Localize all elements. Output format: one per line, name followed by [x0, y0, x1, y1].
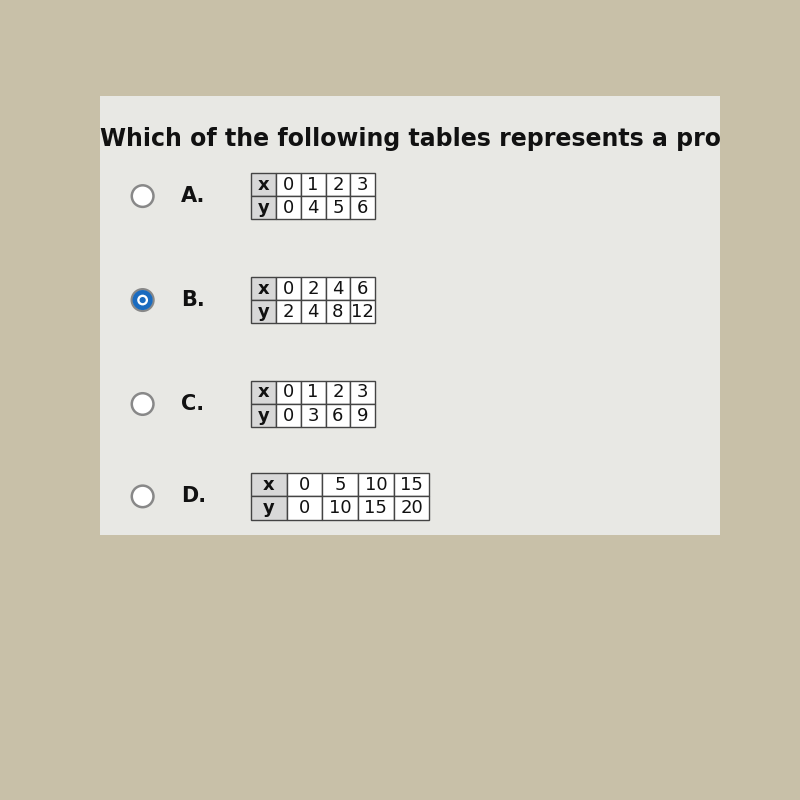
Bar [326, 277, 350, 300]
Text: A.: A. [182, 186, 206, 206]
Circle shape [133, 290, 153, 310]
Bar [358, 474, 394, 496]
Bar [394, 474, 430, 496]
Bar [286, 496, 322, 519]
Bar [276, 173, 301, 196]
Text: x: x [258, 279, 270, 298]
Bar [326, 404, 350, 427]
Bar [301, 277, 326, 300]
Bar [301, 173, 326, 196]
Bar [251, 300, 276, 323]
Circle shape [132, 290, 154, 311]
Circle shape [132, 186, 154, 207]
Text: 2: 2 [332, 383, 344, 402]
Bar [276, 404, 301, 427]
Circle shape [132, 486, 154, 507]
Bar [326, 381, 350, 404]
Text: 20: 20 [400, 499, 423, 517]
Bar [350, 196, 375, 219]
Bar [286, 474, 322, 496]
Bar [326, 300, 350, 323]
Bar [251, 381, 276, 404]
Text: y: y [258, 198, 270, 217]
Text: B.: B. [182, 290, 205, 310]
Text: 15: 15 [400, 476, 423, 494]
Bar [251, 173, 276, 196]
Bar [322, 496, 358, 519]
Bar [251, 404, 276, 427]
Text: 5: 5 [334, 476, 346, 494]
Text: x: x [258, 175, 270, 194]
Text: 0: 0 [282, 175, 294, 194]
Bar [350, 381, 375, 404]
Bar [350, 404, 375, 427]
Bar [251, 196, 276, 219]
Bar [251, 474, 286, 496]
Text: 2: 2 [282, 302, 294, 321]
Bar [301, 381, 326, 404]
Bar [301, 300, 326, 323]
Text: 0: 0 [282, 279, 294, 298]
Text: D.: D. [182, 486, 206, 506]
Text: y: y [263, 499, 275, 517]
Text: C.: C. [182, 394, 205, 414]
Bar [358, 496, 394, 519]
Circle shape [139, 297, 146, 303]
Text: 6: 6 [357, 198, 369, 217]
Bar [350, 173, 375, 196]
Text: 3: 3 [357, 383, 369, 402]
Text: 6: 6 [332, 406, 344, 425]
Text: 4: 4 [307, 198, 319, 217]
Text: 10: 10 [365, 476, 387, 494]
Text: 9: 9 [357, 406, 369, 425]
Text: x: x [263, 476, 274, 494]
Text: 1: 1 [307, 383, 319, 402]
Bar [276, 300, 301, 323]
Text: 3: 3 [357, 175, 369, 194]
Bar [350, 277, 375, 300]
Text: 1: 1 [307, 175, 319, 194]
Text: 15: 15 [365, 499, 387, 517]
Text: 0: 0 [299, 476, 310, 494]
Text: y: y [258, 406, 270, 425]
Text: 8: 8 [332, 302, 344, 321]
Bar [251, 496, 286, 519]
Text: 10: 10 [329, 499, 351, 517]
Bar [301, 404, 326, 427]
Text: 4: 4 [307, 302, 319, 321]
Text: 2: 2 [307, 279, 319, 298]
Bar [322, 474, 358, 496]
Bar [394, 496, 430, 519]
Text: 6: 6 [357, 279, 369, 298]
Text: y: y [258, 302, 270, 321]
Bar [276, 381, 301, 404]
Text: 0: 0 [282, 198, 294, 217]
Circle shape [138, 294, 148, 306]
Bar [326, 173, 350, 196]
Text: x: x [258, 383, 270, 402]
Bar [326, 196, 350, 219]
Text: 2: 2 [332, 175, 344, 194]
Text: 12: 12 [351, 302, 374, 321]
Text: 0: 0 [282, 383, 294, 402]
Text: 4: 4 [332, 279, 344, 298]
Text: 0: 0 [282, 406, 294, 425]
Circle shape [132, 394, 154, 414]
Bar [350, 300, 375, 323]
Bar [276, 277, 301, 300]
Text: 5: 5 [332, 198, 344, 217]
Text: 0: 0 [299, 499, 310, 517]
Text: Which of the following tables represents a pro: Which of the following tables represents… [99, 126, 721, 150]
Bar [100, 96, 720, 535]
Bar [301, 196, 326, 219]
Text: 3: 3 [307, 406, 319, 425]
Bar [276, 196, 301, 219]
Bar [251, 277, 276, 300]
